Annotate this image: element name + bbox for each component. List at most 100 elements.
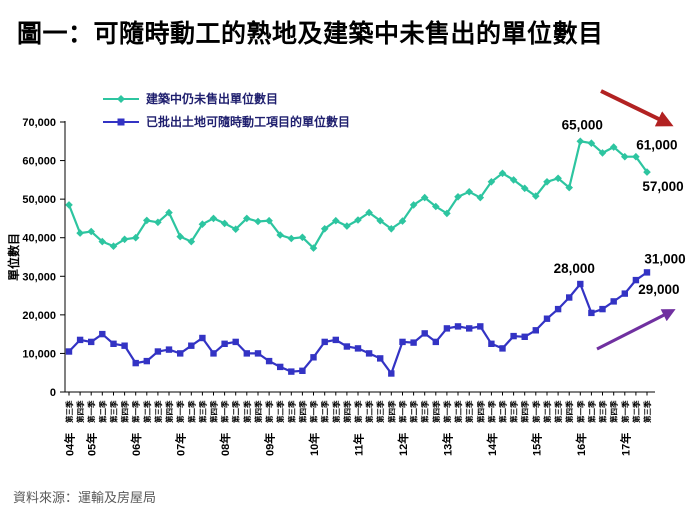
svg-text:第一季: 第一季 [398, 400, 408, 423]
svg-text:第二季: 第二季 [364, 400, 374, 423]
line-chart: 0 10,000 20,000 30,000 40,000 50,000 60,000 70,… [6, 89, 686, 456]
svg-text:第四季: 第四季 [75, 400, 85, 423]
svg-text:第四季: 第四季 [297, 400, 307, 423]
svg-text:第二季: 第二季 [409, 400, 419, 423]
svg-text:第二季: 第二季 [586, 400, 596, 423]
svg-text:第三季: 第三季 [64, 400, 74, 423]
legend-item-unsold-under-construction: 建築中仍未售出單位數目 [103, 87, 350, 110]
rise-trend-arrow [596, 309, 676, 351]
svg-text:第四季: 第四季 [164, 400, 174, 423]
svg-text:第三季: 第三季 [109, 400, 119, 423]
svg-text:第一季: 第一季 [175, 400, 185, 423]
square-line-marker-icon [103, 117, 139, 127]
svg-text:第一季: 第一季 [220, 400, 230, 423]
svg-text:第三季: 第三季 [509, 400, 519, 423]
svg-text:第四季: 第四季 [564, 400, 574, 423]
svg-text:13年: 13年 [440, 433, 454, 456]
svg-text:第三季: 第三季 [598, 400, 608, 423]
svg-text:17年: 17年 [618, 433, 632, 456]
svg-text:第四季: 第四季 [253, 400, 263, 423]
svg-text:14年: 14年 [485, 433, 499, 456]
svg-text:第三季: 第三季 [242, 400, 252, 423]
axes [60, 121, 655, 396]
svg-text:70,000: 70,000 [22, 117, 56, 129]
svg-text:第三季: 第三季 [331, 400, 341, 423]
data-labels: 65,000 61,000 57,000 28,000 31,000 29,000 [554, 117, 686, 297]
svg-text:28,000: 28,000 [554, 261, 595, 276]
svg-text:第二季: 第二季 [498, 400, 508, 423]
svg-text:12年: 12年 [396, 433, 410, 456]
svg-text:第三季: 第三季 [642, 400, 652, 423]
svg-text:16年: 16年 [574, 433, 588, 456]
svg-text:第二季: 第二季 [275, 400, 285, 423]
page-title: 圖一：可隨時動工的熟地及建築中未售出的單位數目 [17, 21, 604, 48]
svg-text:第一季: 第一季 [442, 400, 452, 423]
svg-text:第一季: 第一季 [86, 400, 96, 423]
y-tick-labels: 0 10,000 20,000 30,000 40,000 50,000 60,000 70,… [22, 117, 56, 399]
decline-trend-arrow [600, 89, 674, 127]
svg-text:05年: 05年 [85, 433, 99, 456]
series-0-line [65, 137, 651, 252]
svg-text:第二季: 第二季 [453, 400, 463, 423]
svg-text:第二季: 第二季 [320, 400, 330, 423]
svg-text:第一季: 第一季 [531, 400, 541, 423]
svg-text:第一季: 第一季 [309, 400, 319, 423]
svg-text:61,000: 61,000 [636, 138, 677, 153]
svg-text:第四季: 第四季 [431, 400, 441, 423]
svg-text:第二季: 第二季 [542, 400, 552, 423]
svg-text:04年: 04年 [63, 433, 77, 456]
svg-text:65,000: 65,000 [562, 117, 603, 132]
svg-text:57,000: 57,000 [642, 179, 683, 194]
svg-text:第三季: 第三季 [553, 400, 563, 423]
source-note: 資料來源：運輸及房屋局 [13, 490, 157, 505]
series-1-line [65, 269, 651, 377]
svg-text:第一季: 第一季 [264, 400, 274, 423]
svg-text:第三季: 第三季 [464, 400, 474, 423]
svg-text:11年: 11年 [352, 433, 366, 456]
svg-text:第四季: 第四季 [386, 400, 396, 423]
svg-text:第三季: 第三季 [375, 400, 385, 423]
svg-text:第一季: 第一季 [620, 400, 630, 423]
svg-text:第三季: 第三季 [420, 400, 430, 423]
svg-text:第一季: 第一季 [353, 400, 363, 423]
svg-text:10年: 10年 [307, 433, 321, 456]
svg-text:60,000: 60,000 [22, 156, 56, 168]
svg-text:第一季: 第一季 [131, 400, 141, 423]
svg-text:第三季: 第三季 [197, 400, 207, 423]
svg-text:第一季: 第一季 [575, 400, 585, 423]
svg-text:第二季: 第二季 [631, 400, 641, 423]
svg-text:第四季: 第四季 [520, 400, 530, 423]
chart-legend: 建築中仍未售出單位數目 已批出土地可隨時動工項目的單位數目 [103, 87, 350, 133]
svg-text:10,000: 10,000 [22, 348, 56, 360]
svg-text:第三季: 第三季 [286, 400, 296, 423]
svg-text:15年: 15年 [529, 433, 543, 456]
svg-text:50,000: 50,000 [22, 194, 56, 206]
svg-text:07年: 07年 [174, 433, 188, 456]
svg-text:第四季: 第四季 [120, 400, 130, 423]
diamond-line-marker-icon [103, 94, 139, 104]
svg-text:第二季: 第二季 [97, 400, 107, 423]
svg-text:31,000: 31,000 [644, 251, 685, 266]
svg-text:06年: 06年 [129, 433, 143, 456]
svg-text:第一季: 第一季 [486, 400, 496, 423]
svg-text:30,000: 30,000 [22, 271, 56, 283]
svg-text:09年: 09年 [263, 433, 277, 456]
svg-text:第四季: 第四季 [475, 400, 485, 423]
legend-label-disposed-sites: 已批出土地可隨時動工項目的單位數目 [146, 115, 351, 129]
svg-text:0: 0 [50, 387, 56, 399]
x-quarter-labels: 第三季 第四季 第一季 第二季 第三季 第四季 第一季 第二季 第三季 第四季 第一季 第二季 第三季第… [64, 400, 652, 423]
svg-text:第四季: 第四季 [209, 400, 219, 423]
svg-text:29,000: 29,000 [638, 282, 679, 297]
svg-text:20,000: 20,000 [22, 310, 56, 322]
svg-text:第四季: 第四季 [609, 400, 619, 423]
svg-text:第二季: 第二季 [231, 400, 241, 423]
svg-text:第二季: 第二季 [186, 400, 196, 423]
svg-text:第二季: 第二季 [142, 400, 152, 423]
x-year-labels: 04年 05年 06年 07年 08年 09年 10年 11年 12年 13年 14年 15年 16年 1… [63, 433, 633, 456]
svg-text:40,000: 40,000 [22, 233, 56, 245]
legend-label-unsold-under-construction: 建築中仍未售出單位數目 [146, 92, 279, 106]
y-axis-title: 單位數目 [6, 233, 21, 281]
legend-item-disposed-sites: 已批出土地可隨時動工項目的單位數目 [103, 110, 350, 133]
svg-text:08年: 08年 [218, 433, 232, 456]
